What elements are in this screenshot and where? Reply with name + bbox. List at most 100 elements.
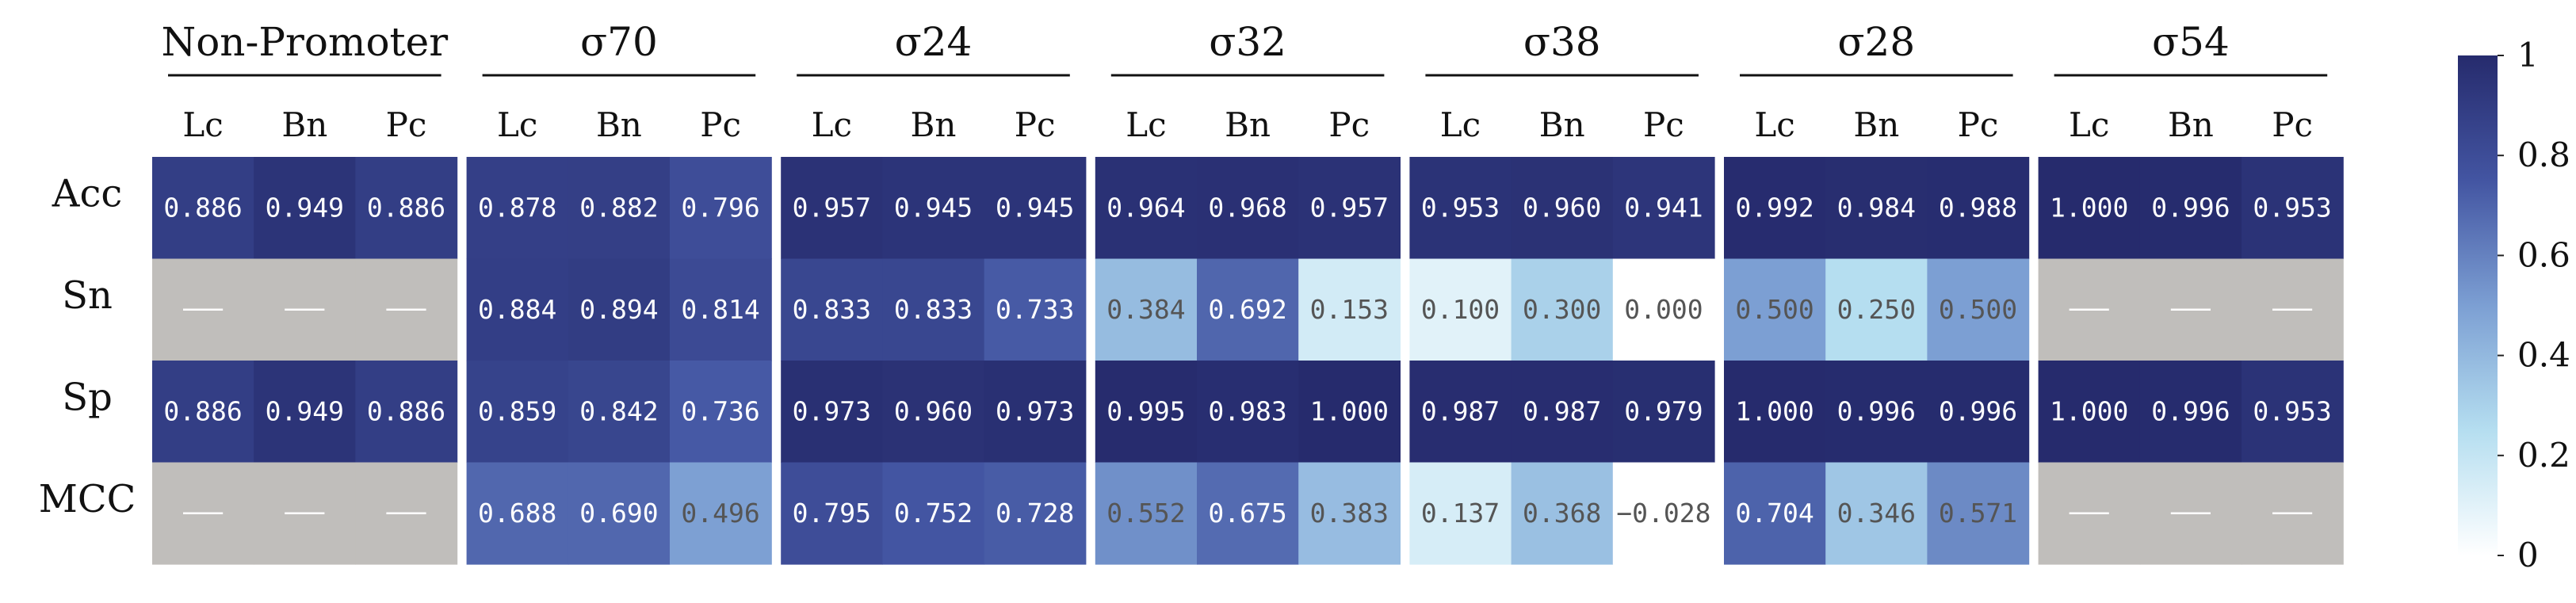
column-label: Bn <box>281 105 327 144</box>
cell-value-label: 1.000 <box>1310 395 1389 426</box>
heatmap-cell <box>781 157 883 260</box>
column-label: Pc <box>386 105 427 144</box>
cell-value-label: 0.987 <box>1523 395 1601 426</box>
cell-value-label: 0.987 <box>1421 395 1500 426</box>
column-label: Pc <box>1958 105 1999 144</box>
cell-value-label: 0.957 <box>793 192 871 223</box>
cell-value-label: 1.000 <box>1735 395 1814 426</box>
cell-value-label: 0.884 <box>478 294 556 325</box>
column-label: Bn <box>1853 105 1899 144</box>
heatmap-cell <box>670 258 772 361</box>
cell-value-label: 0.995 <box>1106 395 1185 426</box>
heatmap-cell <box>1825 462 1928 565</box>
heatmap-cell <box>1825 157 1928 260</box>
column-label: Lc <box>2069 105 2109 144</box>
colorbar-tick-label: 0 <box>2517 536 2539 574</box>
heatmap-cell <box>984 157 1087 260</box>
colorbar-tick-label: 0.6 <box>2517 235 2570 274</box>
heatmap-cell <box>2242 361 2344 464</box>
column-label: Lc <box>497 105 537 144</box>
cell-value-label: 0.957 <box>1310 192 1389 223</box>
heatmap-cell <box>670 361 772 464</box>
heatmap-cell <box>1511 258 1614 361</box>
cell-value-label: 0.688 <box>478 498 556 529</box>
cell-value-label: 0.383 <box>1310 498 1389 529</box>
group-title: σ38 <box>1523 19 1601 65</box>
cell-value-label: 1.000 <box>2050 192 2128 223</box>
heatmap-cell <box>1298 361 1401 464</box>
cell-value-label: 0.996 <box>2151 395 2230 426</box>
heatmap-cell <box>466 157 569 260</box>
heatmap-cell <box>1298 258 1401 361</box>
column-label: Lc <box>812 105 852 144</box>
heatmap-cell <box>670 462 772 565</box>
cell-value-label: 0.346 <box>1837 498 1916 529</box>
heatmap-cell <box>568 258 671 361</box>
row-label: Sn <box>62 273 113 318</box>
cell-value-label: 0.500 <box>1939 294 2017 325</box>
cell-value-label: 0.894 <box>579 294 658 325</box>
heatmap-cell <box>1612 361 1715 464</box>
cell-value-label: 0.945 <box>894 192 973 223</box>
cell-value-label: 0.690 <box>579 498 658 529</box>
heatmap-cell <box>1927 361 2030 464</box>
colorbar: 1 0.8 0.6 0.4 0.2 0 <box>2458 36 2570 574</box>
colorbar-tick-label: 0.8 <box>2517 135 2570 174</box>
colorbar-tick-label: 0.2 <box>2517 436 2570 475</box>
heatmap-cell <box>2038 157 2141 260</box>
heatmap-cell <box>2139 157 2242 260</box>
column-label: Bn <box>1225 105 1271 144</box>
heatmap-cell <box>1197 361 1299 464</box>
heatmap-cell <box>1298 462 1401 565</box>
cell-value-label: 0.733 <box>996 294 1074 325</box>
cell-value-label: 0.968 <box>1208 192 1286 223</box>
cell-value-label: 0.941 <box>1624 192 1703 223</box>
cell-value-label: 0.984 <box>1837 192 1916 223</box>
cell-value-label: 0.692 <box>1208 294 1286 325</box>
heatmap-cell <box>1095 157 1198 260</box>
heatmap-cell <box>781 361 883 464</box>
cell-value-label: 0.833 <box>793 294 871 325</box>
cell-value-label: 0.973 <box>793 395 871 426</box>
heatmap-cell <box>1197 462 1299 565</box>
heatmap-cell <box>568 361 671 464</box>
cell-value-label: 0.886 <box>163 192 242 223</box>
heatmap-cell <box>1927 462 2030 565</box>
heatmap-cell <box>1825 258 1928 361</box>
heatmap-cell <box>568 157 671 260</box>
column-label: Lc <box>1440 105 1481 144</box>
column-label: Pc <box>1015 105 1056 144</box>
heatmap-cell <box>781 462 883 565</box>
heatmap-cell <box>466 258 569 361</box>
heatmap-cell <box>152 361 254 464</box>
cell-value-label: 0.814 <box>681 294 759 325</box>
heatmap-cell <box>1612 157 1715 260</box>
cell-value-label: 0.992 <box>1735 192 1814 223</box>
cell-value-label: 0.960 <box>894 395 973 426</box>
row-label: MCC <box>39 477 136 521</box>
cell-value-label: 0.949 <box>266 395 344 426</box>
cell-value-label: 0.137 <box>1421 498 1500 529</box>
colorbar-tick-label: 0.4 <box>2517 336 2570 375</box>
heatmap-cell <box>882 462 985 565</box>
heatmap-cell <box>781 258 883 361</box>
column-label: Pc <box>700 105 741 144</box>
heatmap-cell <box>1724 462 1826 565</box>
heatmap-cell <box>1298 157 1401 260</box>
cell-value-label: 0.859 <box>478 395 556 426</box>
cell-value-label: 0.704 <box>1735 498 1814 529</box>
cell-value-label: 0.960 <box>1523 192 1601 223</box>
cell-value-label: 0.953 <box>2253 192 2331 223</box>
row-label: Sp <box>62 375 113 419</box>
group-headers: Non-Promoter σ70 σ24 σ32 σ38 σ28 σ54 <box>161 19 2328 77</box>
cell-value-label: 0.886 <box>163 395 242 426</box>
cell-value-label: 0.736 <box>681 395 759 426</box>
heatmap-cells: 0.8860.9490.886———0.8860.9490.886———0.87… <box>152 157 2344 565</box>
heatmap-cell <box>2038 361 2141 464</box>
cell-value-label: 0.250 <box>1837 294 1916 325</box>
row-labels: Acc Sn Sp MCC <box>39 171 136 521</box>
heatmap-cell <box>355 157 458 260</box>
cell-value-label: 0.796 <box>681 192 759 223</box>
cell-value-label: 0.949 <box>266 192 344 223</box>
